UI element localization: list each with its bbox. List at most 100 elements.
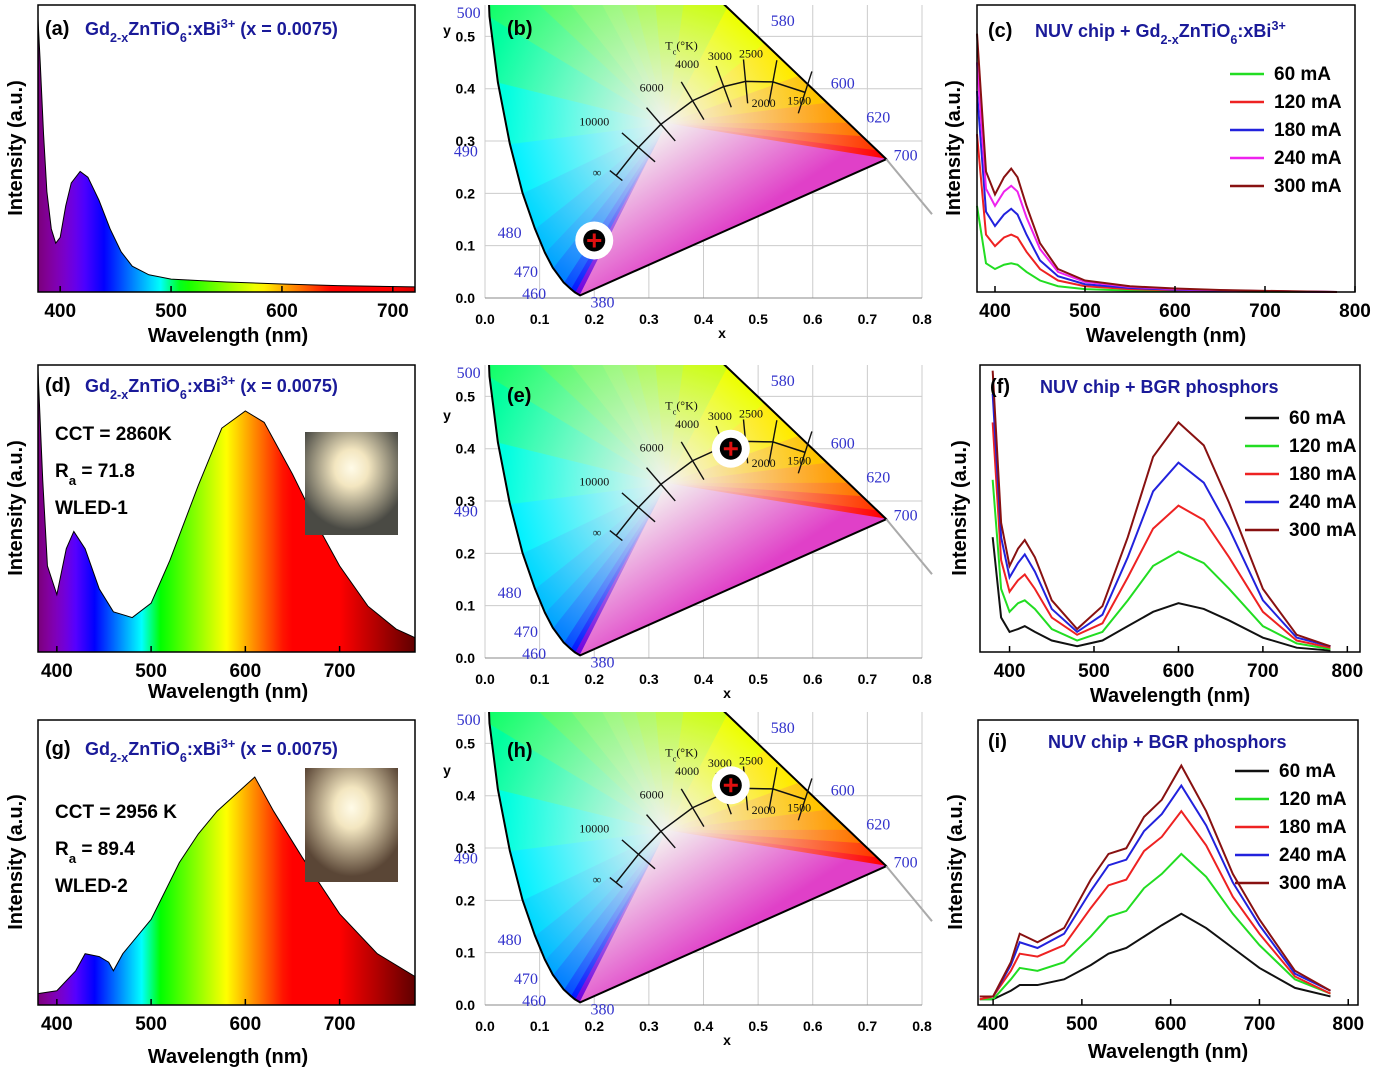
y-axis-label: Intensity (a.u.) [5, 440, 27, 576]
wavelength-label: 490 [454, 144, 478, 161]
annotation-part: R [55, 461, 69, 482]
panel-title-part: 3+ [1271, 19, 1285, 33]
planckian-locus [615, 440, 806, 537]
wavelength-label: 490 [454, 851, 478, 868]
x-tick-label: 0.4 [694, 671, 714, 687]
isotemperature-line [609, 877, 623, 889]
wavelength-label: 470 [514, 264, 538, 281]
x-axis-label: Wavelength (nm) [148, 1046, 308, 1068]
spectral-locus [488, 5, 889, 297]
x-tick-label: 0.1 [530, 1018, 550, 1034]
wavelength-label: 580 [771, 13, 795, 30]
temperature-label: 10000 [579, 821, 609, 835]
isotemperature-line [621, 492, 656, 523]
legend-label: 240 mA [1289, 492, 1357, 513]
spectrum-fill [38, 777, 415, 1005]
x-tick-label: 0.5 [748, 311, 768, 327]
x-tick-label: 0.1 [530, 671, 550, 687]
panel-title-part: NUV chip + BGR phosphors [1040, 377, 1279, 397]
temperature-label: 6000 [640, 787, 664, 801]
x-tick-label: 700 [324, 661, 356, 682]
y-tick-label: 0.3 [456, 133, 476, 149]
wavelength-label: 500 [457, 712, 481, 729]
wavelength-label: 460 [522, 286, 546, 303]
wavelength-label: 500 [457, 5, 481, 22]
wavelength-label: 460 [522, 993, 546, 1010]
temperature-title-part: c [673, 754, 677, 763]
temperature-label: 4000 [675, 764, 699, 778]
panel-title-part: ZnTiO [128, 739, 180, 759]
x-tick-label: 600 [1163, 661, 1195, 682]
x-tick-label: 400 [41, 661, 73, 682]
temperature-label: 4000 [675, 57, 699, 71]
y-tick-label: 0.4 [456, 788, 476, 804]
isotemperature-line [768, 767, 778, 811]
panel-title-part: :xBi [1237, 21, 1271, 41]
panel-title-part: 2-x [110, 388, 128, 402]
x-tick-label: 700 [324, 1014, 356, 1035]
series-line [991, 370, 1331, 648]
plot-frame [37, 4, 416, 293]
wavelength-label: 470 [514, 624, 538, 641]
y-tick-label: 0.5 [456, 28, 476, 44]
panel-title-part: 6 [180, 388, 187, 402]
panel-title-part: (x = 0.0075) [235, 376, 338, 396]
y-tick-label: 0.4 [456, 441, 476, 457]
y-tick-label: 0.2 [456, 185, 476, 201]
temperature-label: 2000 [752, 456, 776, 470]
x-tick-label: 800 [1339, 301, 1371, 322]
x-axis-label: Wavelength (nm) [1088, 1041, 1248, 1063]
temperature-title-part: (°K) [676, 745, 697, 759]
temperature-label: 4000 [675, 417, 699, 431]
temperature-label: ∞ [593, 873, 602, 887]
y-tick-label: 0.3 [456, 840, 476, 856]
panel-title-part: ZnTiO [128, 19, 180, 39]
temperature-label: 3000 [708, 49, 732, 63]
x-tick-label: 0.4 [694, 311, 714, 327]
temperature-title-part: (°K) [676, 398, 697, 412]
x-tick-label: 600 [229, 1014, 261, 1035]
temperature-title: Tc(°K) [665, 745, 698, 763]
plot-frame [37, 364, 416, 653]
panel-label: (e) [507, 385, 531, 407]
series-line [976, 33, 1338, 293]
annotation: WLED-2 [55, 876, 128, 897]
y-tick-label: 0.4 [456, 81, 476, 97]
x-tick-label: 0.1 [530, 311, 550, 327]
legend-label: 300 mA [1279, 873, 1347, 894]
y-axis-label: Intensity (a.u.) [949, 440, 971, 576]
panel-title-part: 2-x [110, 751, 128, 765]
x-tick-label: 0.6 [803, 1018, 823, 1034]
x-tick-label: 400 [979, 301, 1011, 322]
y-axis-label: y [443, 762, 451, 778]
y-tick-label: 0.5 [456, 388, 476, 404]
temperature-label: 6000 [640, 80, 664, 94]
annotation-part: R [55, 839, 69, 860]
y-tick-label: 0.1 [456, 945, 476, 961]
temperature-label: 2000 [752, 803, 776, 817]
y-tick-label: 0.2 [456, 892, 476, 908]
panel-label: (f) [990, 376, 1010, 398]
y-tick-label: 0.5 [456, 735, 476, 751]
panel-title-part: 3+ [221, 17, 235, 31]
x-tick-label: 0.0 [475, 671, 495, 687]
isotemperature-line [797, 778, 813, 821]
temperature-label: 6000 [640, 440, 664, 454]
x-tick-label: 700 [1244, 1014, 1276, 1035]
isotemperature-line [646, 107, 676, 142]
annotation-part: = 89.4 [76, 839, 135, 860]
temperature-title-part: (°K) [676, 38, 697, 52]
plot-frame [979, 364, 1361, 653]
x-tick-label: 0.3 [639, 1018, 659, 1034]
panel-title-part: 2-x [110, 31, 128, 45]
panel-title-part: 6 [180, 751, 187, 765]
isotemperature-line [742, 59, 749, 104]
temperature-label: 10000 [579, 114, 609, 128]
wavelength-label: 480 [498, 585, 522, 602]
x-tick-label: 400 [977, 1014, 1009, 1035]
legend-label: 180 mA [1274, 120, 1342, 141]
panel-label: (h) [507, 740, 533, 762]
panel-title-part: Gd [85, 739, 110, 759]
y-axis-label: Intensity (a.u.) [5, 80, 27, 216]
